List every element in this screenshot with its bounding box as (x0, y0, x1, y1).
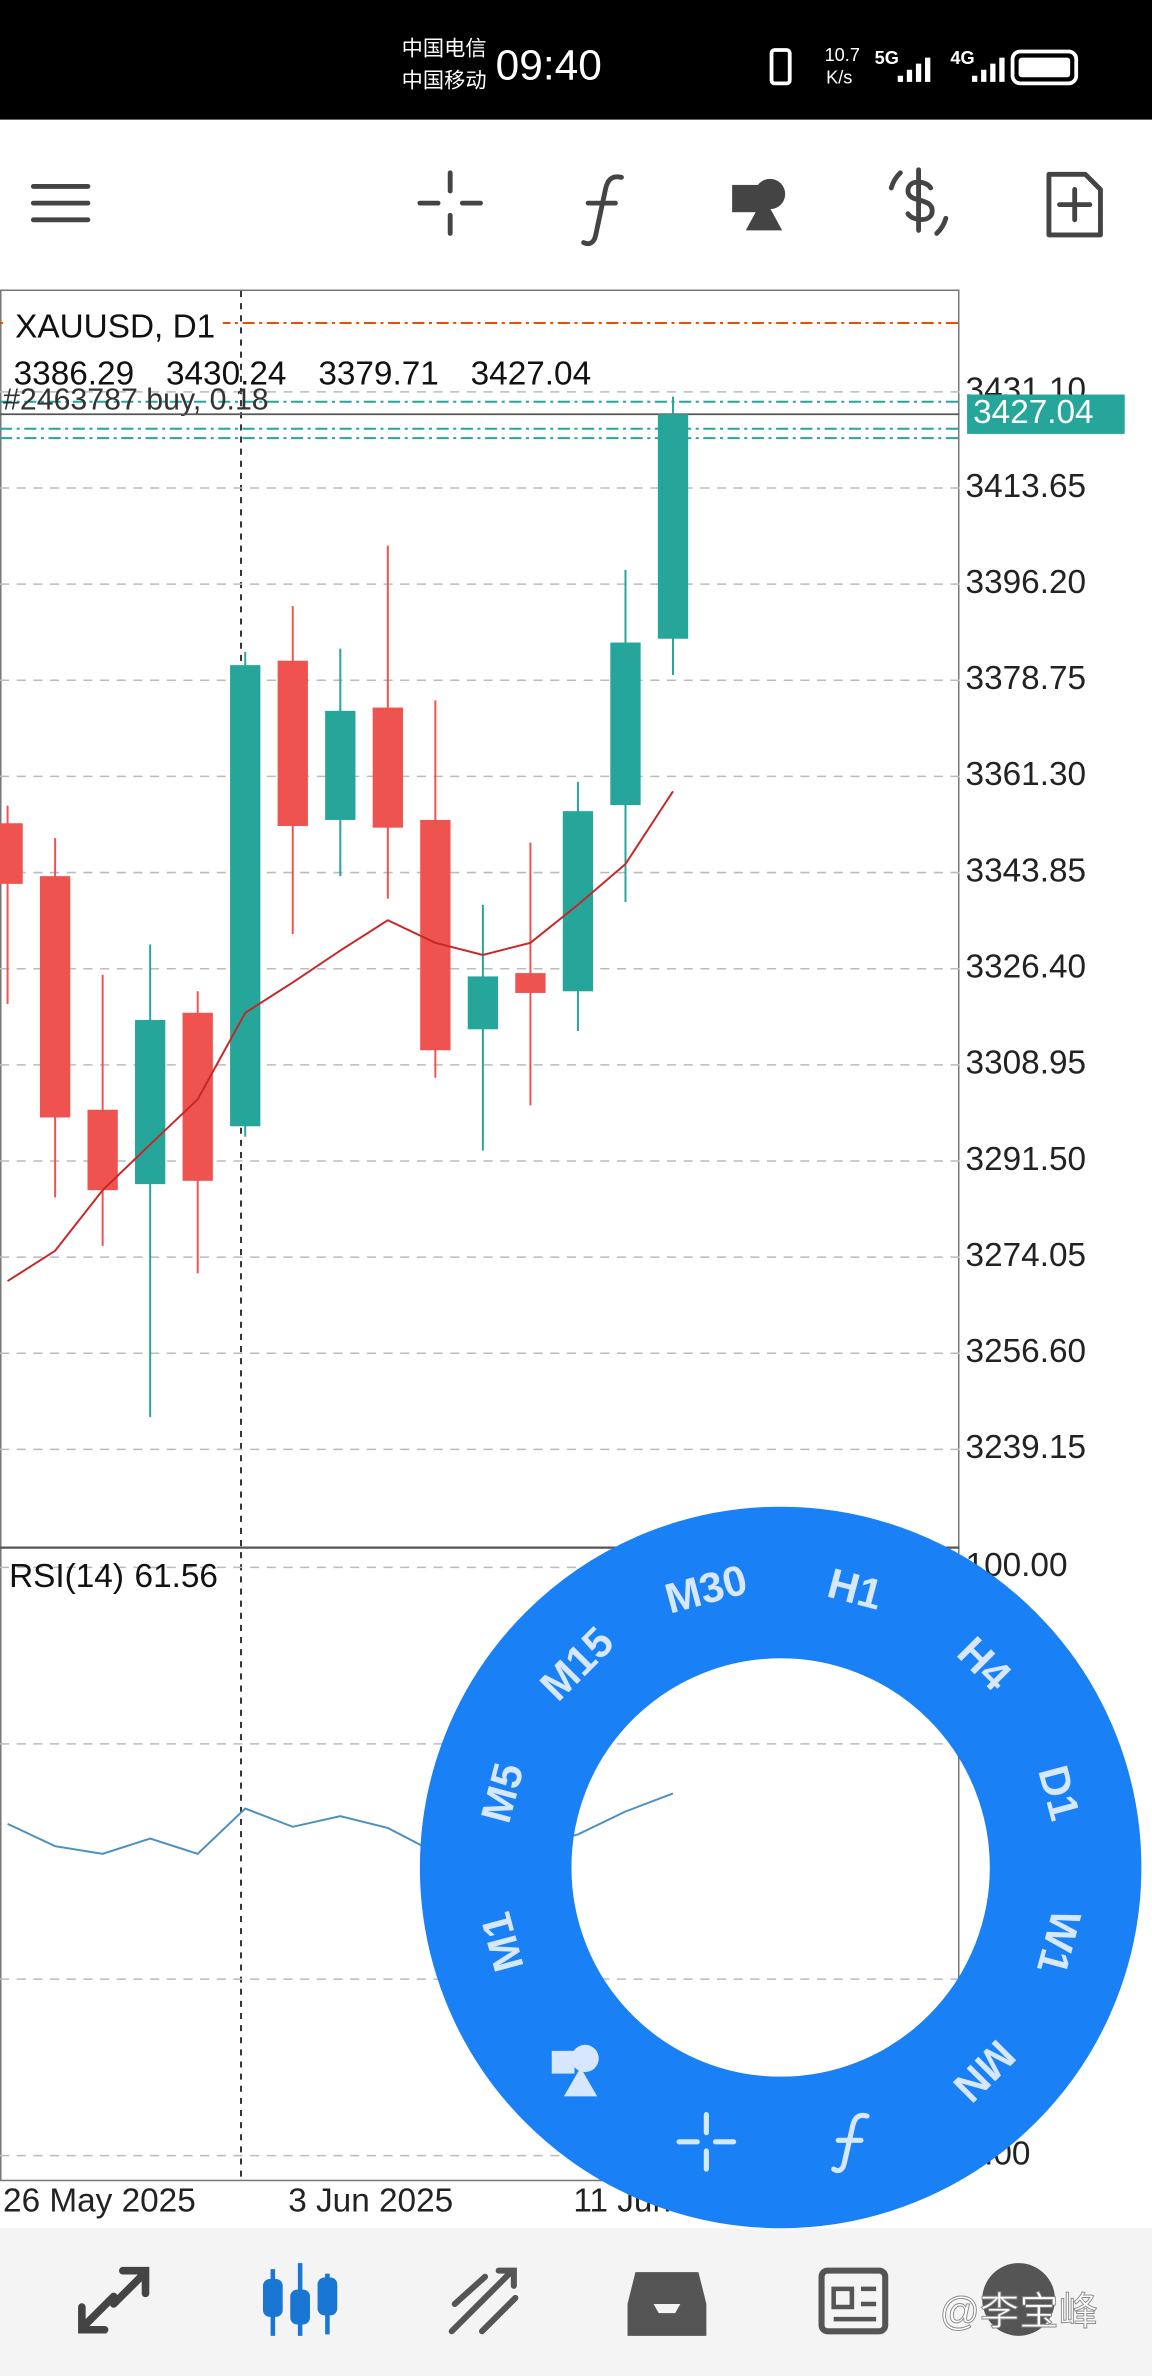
candle-body (657, 414, 689, 639)
y-tick-label: 3256.60 (966, 1333, 1086, 1370)
ohlc-value: 3379.71 (318, 356, 438, 393)
menu-button[interactable] (30, 184, 91, 223)
network-type: 5G (875, 48, 899, 68)
candle-body (39, 876, 71, 1118)
candle-body (467, 976, 499, 1030)
carrier: 中国移动 (402, 68, 487, 92)
y-tick-label: 3343.85 (966, 852, 1086, 889)
watermark: @李宝峰 (940, 2290, 1098, 2334)
candle-body (515, 973, 546, 993)
net-speed: 10.7 (825, 45, 860, 65)
x-tick-label: 26 May 2025 (3, 2182, 196, 2219)
wheel-ring (419, 1506, 1142, 2229)
news-tab[interactable] (818, 2267, 889, 2335)
y-tick-label: 3326.40 (966, 949, 1086, 986)
indicator-value: 61.56 (135, 1558, 218, 1595)
header-bg (3, 307, 223, 351)
order-label: #2463787 buy, 0.18 (3, 384, 269, 417)
battery-icon (1010, 49, 1079, 86)
y-tick-label: 3361.30 (966, 756, 1086, 793)
objects-button[interactable] (732, 178, 786, 231)
y-tick-label: 3239.15 (966, 1429, 1086, 1466)
candle-body (325, 710, 356, 820)
status-bar (0, 0, 1152, 120)
network-type: 4G (950, 48, 974, 68)
candle-body (610, 642, 641, 806)
signal-icon (972, 57, 1005, 82)
candle-body (0, 823, 23, 884)
candle-body (230, 665, 261, 1127)
quotes-tab[interactable] (78, 2266, 150, 2334)
ohlc-value: 3427.04 (471, 356, 591, 393)
signal-icon (897, 57, 931, 82)
y-tick-label: 3291.50 (966, 1141, 1086, 1178)
current-price-box (967, 394, 1125, 434)
history-tab[interactable] (627, 2272, 707, 2336)
new-order-button[interactable] (1046, 171, 1103, 238)
settings-tab[interactable] (982, 2263, 1055, 2336)
chart-tab[interactable] (262, 2263, 338, 2336)
candle-body (277, 660, 308, 827)
candle-body (87, 1109, 118, 1191)
vibrate-icon (769, 48, 792, 86)
candle-body (420, 819, 451, 1051)
wheel-indicators[interactable] (831, 2112, 870, 2174)
ohlc-value: 3386.29 (14, 356, 134, 393)
wheel-crosshair[interactable] (676, 2111, 737, 2172)
trade-tab[interactable] (448, 2267, 519, 2335)
clock: 09:40 (496, 41, 602, 88)
y-tick-label: 3378.75 (966, 660, 1086, 697)
toolbar (0, 119, 1152, 290)
chart-title: XAUUSD, D1 (15, 309, 215, 346)
wheel-objects[interactable] (551, 2044, 599, 2097)
candle-body (135, 1019, 166, 1185)
x-tick-label: 3 Jun 2025 (288, 2182, 453, 2219)
carrier: 中国电信 (402, 37, 487, 61)
battery-level (1018, 57, 1071, 78)
indicators-button[interactable] (581, 174, 624, 247)
trade-button[interactable] (888, 167, 949, 236)
ohlc-value: 3430.24 (166, 356, 286, 393)
current-price-label: 3427.04 (973, 394, 1093, 431)
y-tick-label: 3274.05 (966, 1237, 1086, 1274)
candle-body (182, 1012, 213, 1181)
y-tick-label: 3413.65 (966, 468, 1086, 505)
indicator-name: RSI(14) (9, 1558, 124, 1595)
crosshair-button[interactable] (417, 170, 483, 236)
bottom-nav (0, 2228, 1152, 2376)
candle-body (372, 707, 403, 828)
indicator-title: RSI(14) 61.56 (9, 1558, 218, 1595)
net-speed-unit: K/s (826, 68, 852, 88)
ma-line (7, 790, 674, 1282)
y-tick-label: 3308.95 (966, 1045, 1086, 1082)
y-tick-label: 3396.20 (966, 564, 1086, 601)
candle-body (562, 811, 594, 992)
